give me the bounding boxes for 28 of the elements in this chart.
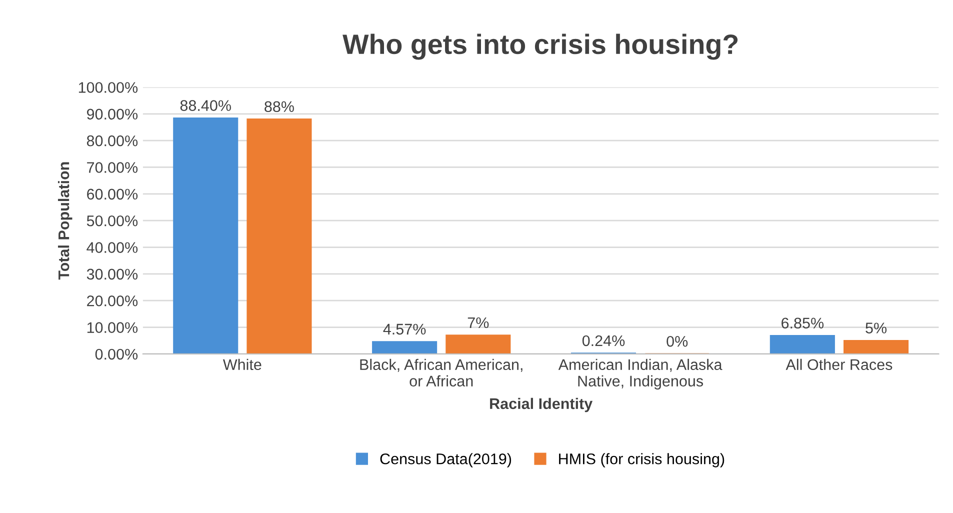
data-label: 5%: [866, 322, 887, 334]
data-label: 4.57%: [383, 324, 426, 335]
y-tick-label: 20.00%: [87, 295, 138, 306]
chart-title: Who gets into crisis housing?: [342, 34, 738, 60]
x-tick-label: White: [222, 358, 262, 370]
data-label: 7%: [468, 317, 489, 328]
data-label: 6.85%: [782, 318, 824, 329]
y-tick-label: 30.00%: [86, 268, 138, 280]
y-tick-label: 60.00%: [87, 188, 138, 200]
y-tick-label: 40.00%: [86, 242, 138, 253]
legend-label: HMIS (for crisis housing): [559, 453, 724, 468]
data-label: 0%: [666, 336, 688, 347]
x-tick-label: American Indian, Alaska Native, Indigenous: [558, 358, 722, 390]
y-axis-title: Total Population: [58, 162, 72, 280]
x-tick-label: Black, African American, or African: [360, 358, 522, 387]
y-tick-label: 70.00%: [87, 162, 138, 173]
data-label: 0.24%: [582, 335, 625, 346]
y-tick-label: 0.00%: [95, 348, 138, 360]
x-axis-title: Racial Identity: [490, 398, 593, 412]
x-tick-label: All Other Races: [786, 358, 892, 370]
y-tick-label: 90.00%: [86, 108, 138, 120]
y-tick-label: 80.00%: [86, 135, 138, 146]
data-label: 88.40%: [180, 100, 231, 111]
legend-label: Census Data(2019): [380, 453, 512, 468]
y-tick-label: 100.00%: [78, 82, 138, 93]
data-label: 88%: [264, 101, 294, 112]
y-tick-label: 10.00%: [87, 322, 138, 333]
y-tick-label: 50.00%: [86, 215, 138, 226]
